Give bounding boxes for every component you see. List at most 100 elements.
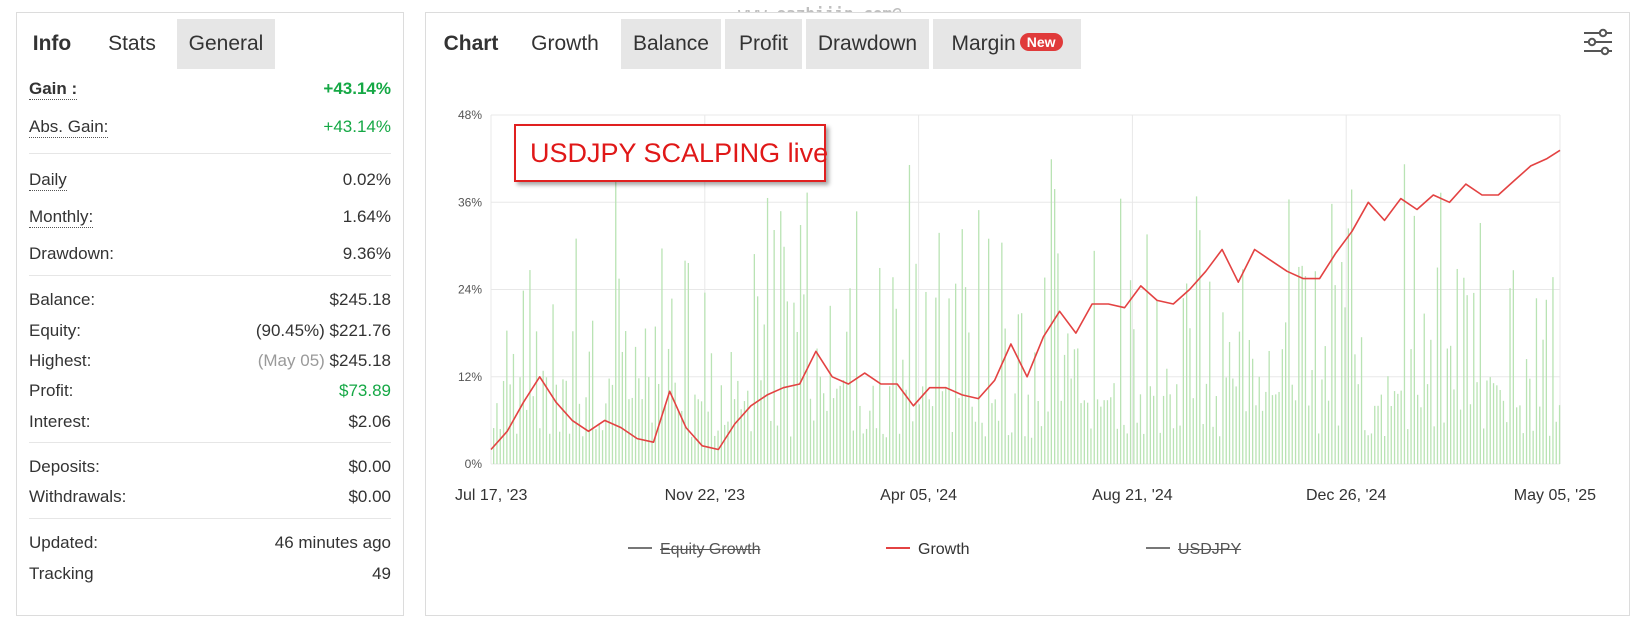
legend-swatch: [628, 547, 652, 549]
activity-bar: [869, 410, 871, 464]
tab-margin[interactable]: Margin New: [933, 19, 1081, 69]
activity-bar: [496, 403, 498, 464]
stat-interest: Interest: $2.06: [29, 408, 391, 436]
monthly-label[interactable]: Monthly:: [29, 207, 94, 228]
activity-bar: [1126, 433, 1128, 464]
activity-bar: [1532, 430, 1534, 464]
activity-bar: [842, 379, 845, 464]
deposits-value: $0.00: [348, 457, 391, 476]
activity-bar: [964, 287, 967, 464]
gain-label[interactable]: Gain :: [29, 79, 78, 100]
activity-bar: [634, 346, 637, 464]
activity-bar: [1308, 405, 1310, 464]
withdrawals-label: Withdrawals:: [29, 487, 127, 506]
activity-bar: [1459, 409, 1462, 464]
activity-bar: [1077, 348, 1079, 464]
chart-annotation: USDJPY SCALPING live: [514, 124, 828, 182]
activity-bar: [898, 433, 901, 464]
activity-bar: [1512, 270, 1514, 464]
stat-gain: Gain : +43.14%: [29, 75, 391, 103]
activity-bar: [1024, 436, 1026, 464]
activity-bar: [997, 420, 1000, 464]
tab-growth[interactable]: Growth: [531, 32, 599, 55]
activity-bar: [1337, 425, 1340, 464]
activity-bar: [1479, 222, 1481, 464]
tab-balance[interactable]: Balance: [621, 19, 721, 69]
activity-bar: [733, 399, 736, 464]
activity-bar: [631, 397, 633, 464]
activity-bar: [1212, 426, 1214, 464]
tab-profit[interactable]: Profit: [725, 19, 802, 69]
activity-bar: [618, 278, 620, 464]
activity-bar: [499, 428, 501, 464]
activity-bar: [1347, 228, 1349, 464]
activity-bar: [1334, 285, 1336, 464]
activity-bar: [592, 320, 594, 464]
growth-line-layer: [490, 149, 1561, 451]
tab-drawdown[interactable]: Drawdown: [806, 19, 929, 69]
activity-bar: [1021, 313, 1023, 464]
abs-gain-label[interactable]: Abs. Gain:: [29, 117, 109, 138]
equity-amount: $221.76: [329, 321, 391, 340]
activity-bar: [730, 352, 732, 464]
daily-value: 0.02%: [342, 170, 391, 189]
activity-bar: [1360, 337, 1363, 464]
activity-bar: [1192, 398, 1194, 464]
activity-bar: [552, 304, 554, 464]
activity-bar: [832, 398, 835, 464]
activity-bar: [714, 435, 716, 464]
activity-bar: [1153, 395, 1155, 464]
activity-bar: [1195, 196, 1198, 464]
activity-bar: [1341, 262, 1343, 464]
tab-chart[interactable]: Chart: [443, 32, 499, 55]
x-axis-labels: Jul 17, '23 Nov 22, '23 Apr 05, '24 Aug 21,…: [455, 487, 1596, 504]
activity-bar: [605, 403, 607, 464]
activity-bar: [892, 277, 894, 464]
activity-bar: [664, 406, 666, 464]
activity-bar: [1298, 266, 1300, 464]
activity-bar: [1558, 405, 1561, 464]
activity-bar: [743, 401, 746, 464]
activity-bar: [1509, 288, 1511, 464]
activity-bar: [799, 225, 802, 464]
activity-bar: [1166, 368, 1168, 464]
activity-bar: [512, 353, 515, 464]
activity-bar: [865, 428, 868, 464]
activity-bar: [1044, 277, 1046, 464]
stat-balance: Balance: $245.18: [29, 286, 391, 314]
activity-bar: [928, 399, 930, 464]
tab-margin-label: Margin: [951, 32, 1016, 55]
activity-bar: [1476, 382, 1478, 464]
activity-bar: [1413, 215, 1415, 464]
activity-bar: [1539, 406, 1541, 464]
activity-bar: [562, 379, 564, 464]
legend-usdjpy[interactable]: USDJPY: [1146, 541, 1241, 559]
activity-bar: [1156, 299, 1158, 464]
activity-bar: [879, 267, 881, 464]
activity-bar: [766, 197, 769, 465]
activity-bar: [1436, 267, 1439, 464]
activity-bar: [839, 385, 841, 464]
activity-bar: [1248, 339, 1250, 464]
activity-bar: [859, 405, 861, 464]
activity-bar: [1083, 400, 1085, 464]
activity-bar: [1011, 432, 1013, 464]
stat-updated: Updated: 46 minutes ago: [29, 529, 391, 557]
activity-bar: [519, 377, 521, 464]
legend-growth[interactable]: Growth: [886, 541, 970, 559]
tab-info[interactable]: Info: [32, 32, 72, 55]
activity-bar: [852, 430, 854, 464]
tab-general[interactable]: General: [177, 19, 275, 69]
x-tick-label: Jul 17, '23: [455, 487, 528, 504]
daily-label[interactable]: Daily: [29, 170, 67, 191]
growth-series-line: [490, 149, 1561, 451]
tab-stats[interactable]: Stats: [108, 32, 156, 55]
activity-bar: [1252, 358, 1254, 464]
legend-equity-growth[interactable]: Equity Growth: [628, 541, 760, 559]
activity-bar: [1199, 230, 1201, 464]
sliders-icon[interactable]: [1579, 23, 1617, 61]
activity-bar: [542, 370, 544, 464]
activity-bar: [545, 377, 548, 464]
activity-bar: [1403, 164, 1406, 464]
activity-bar: [938, 232, 940, 464]
